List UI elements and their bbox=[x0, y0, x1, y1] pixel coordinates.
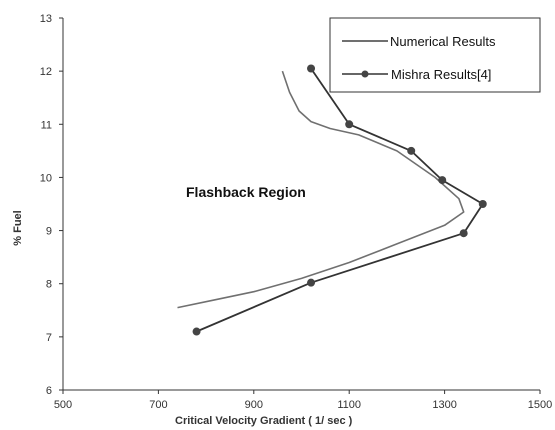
legend: Numerical Results Mishra Results[4] bbox=[329, 17, 541, 93]
x-tick-label: 900 bbox=[245, 399, 263, 411]
y-tick-label: 6 bbox=[46, 385, 52, 397]
mishra-data-point bbox=[478, 200, 487, 208]
mishra-data-point bbox=[307, 278, 316, 287]
y-tick-label: 12 bbox=[40, 66, 52, 78]
series-layer bbox=[177, 64, 487, 336]
series-line-mishra bbox=[196, 67, 484, 333]
y-tick-label: 8 bbox=[46, 279, 52, 291]
flashback-region-annotation: Flashback Region bbox=[186, 184, 306, 200]
series-line-numerical bbox=[177, 70, 465, 309]
mishra-data-point bbox=[192, 327, 201, 336]
mishra-data-point bbox=[345, 120, 354, 129]
plot-area: 500 700 900 1100 1300 1500 6 7 8 9 10 11 12 13 bbox=[40, 13, 552, 411]
mishra-data-point bbox=[459, 229, 468, 238]
x-tick-label: 700 bbox=[149, 399, 167, 411]
x-tick-label: 1300 bbox=[432, 399, 456, 411]
legend-label-numerical: Numerical Results bbox=[390, 34, 496, 49]
legend-box bbox=[329, 17, 541, 93]
x-tick-label: 1100 bbox=[337, 399, 361, 411]
y-tick-label: 10 bbox=[40, 172, 52, 184]
y-tick-label: 7 bbox=[46, 332, 52, 344]
x-axis-ticks: 500 700 900 1100 1300 1500 bbox=[54, 390, 552, 411]
x-axis-title: Critical Velocity Gradient ( 1/ sec ) bbox=[175, 415, 353, 427]
mishra-data-point bbox=[307, 64, 316, 73]
y-tick-label: 9 bbox=[46, 226, 52, 238]
legend-marker-mishra bbox=[361, 70, 369, 78]
mishra-data-point bbox=[438, 176, 447, 185]
y-tick-label: 11 bbox=[41, 119, 52, 131]
mishra-data-point bbox=[407, 146, 416, 155]
y-axis-title: % Fuel bbox=[12, 210, 24, 245]
y-tick-label: 13 bbox=[40, 13, 52, 25]
x-tick-label: 1500 bbox=[528, 399, 552, 411]
x-tick-label: 500 bbox=[54, 399, 72, 411]
y-axis-ticks: 6 7 8 9 10 11 12 13 bbox=[40, 13, 63, 397]
legend-label-mishra: Mishra Results[4] bbox=[391, 67, 491, 82]
